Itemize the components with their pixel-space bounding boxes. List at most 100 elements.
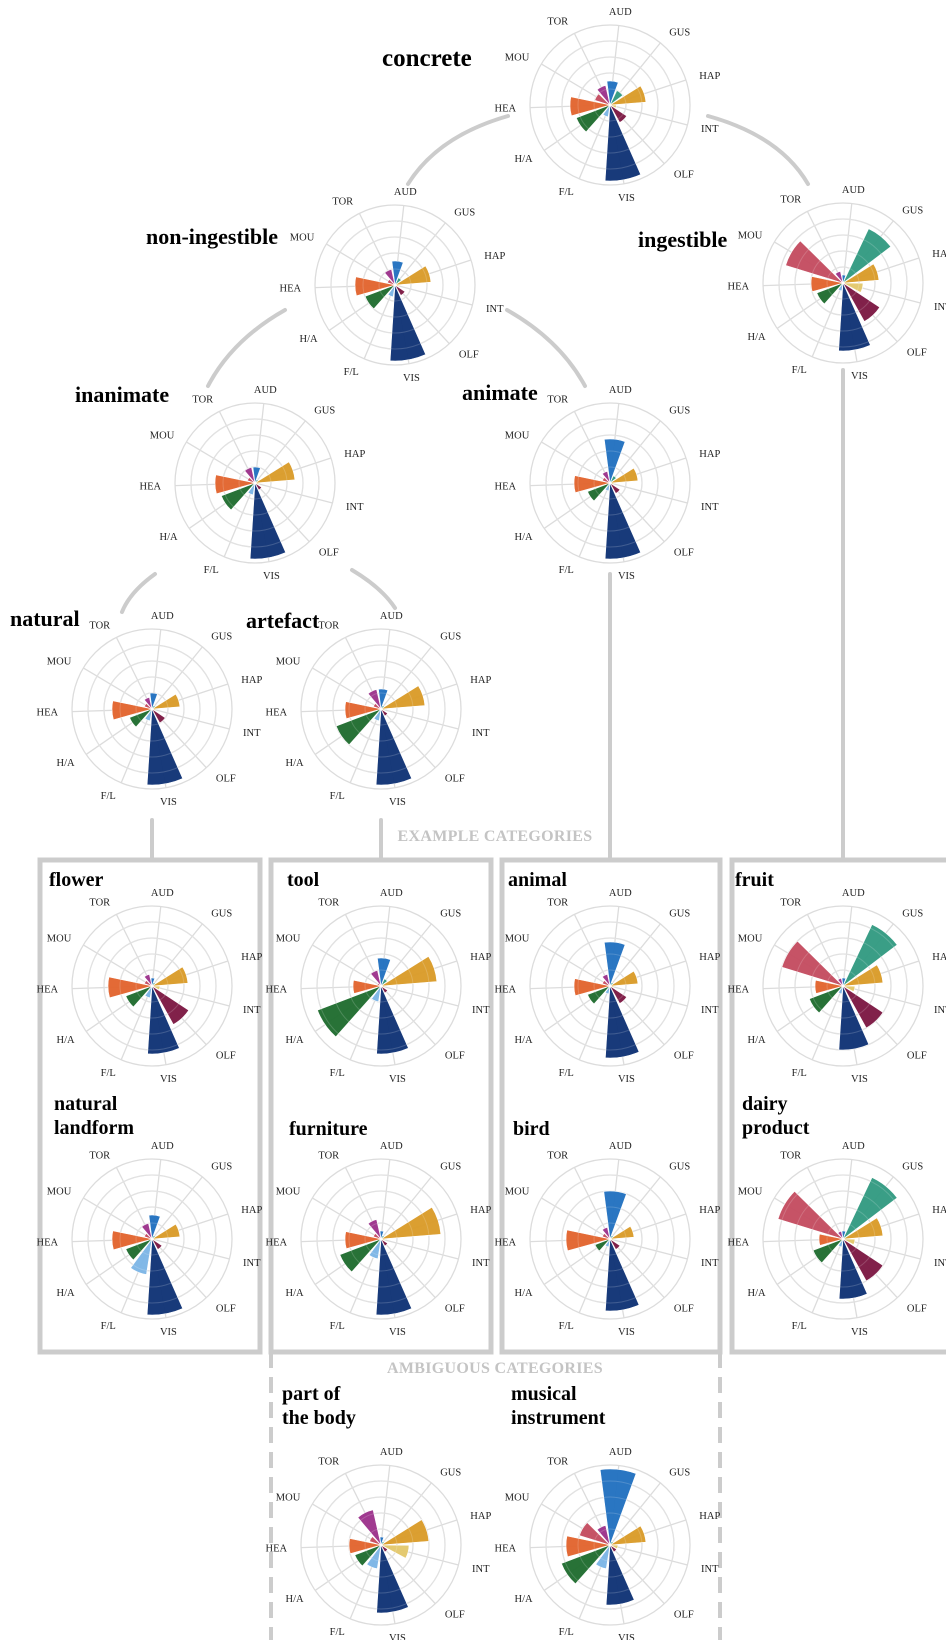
grid-spoke xyxy=(151,708,230,730)
axis-label-hap: HAP xyxy=(470,1511,491,1522)
tree-connectors xyxy=(120,114,845,862)
wedge-hap xyxy=(151,966,189,987)
axis-label-int: INT xyxy=(243,1005,261,1016)
chart-title-ingestible: ingestible xyxy=(638,227,727,252)
grid-ring-overlay xyxy=(794,1190,892,1288)
grid-ring-overlay xyxy=(135,1222,169,1256)
grid-spoke xyxy=(609,482,665,543)
wedge-f-l xyxy=(604,985,611,995)
wedge-hap xyxy=(380,685,426,710)
wedge-hap xyxy=(609,970,639,987)
grid-ring-overlay xyxy=(135,969,169,1003)
wedge-hea xyxy=(352,979,382,994)
wedge-h-a xyxy=(812,1238,844,1264)
chart-title-line: part of xyxy=(282,1383,341,1405)
wedge-mou xyxy=(579,1522,611,1546)
grid-ring-overlay xyxy=(330,220,460,350)
chart-title-inanimate: inanimate xyxy=(75,382,169,407)
grid-spoke xyxy=(363,284,396,360)
axis-label-f-l: F/L xyxy=(330,1321,345,1332)
grid-spoke xyxy=(311,1503,382,1546)
grid-spoke xyxy=(380,1159,391,1240)
axis-label-int: INT xyxy=(472,1564,490,1575)
wedge-f-l xyxy=(604,482,611,492)
grid-spoke xyxy=(578,482,611,558)
axis-label-int: INT xyxy=(701,1005,719,1016)
wedge-h-a xyxy=(339,1238,382,1273)
wedge-aud xyxy=(391,260,404,286)
wedge-aud xyxy=(149,692,158,710)
wedge-gus xyxy=(842,924,898,987)
grid-spoke xyxy=(609,923,661,987)
axis-label-tor: TOR xyxy=(547,1150,568,1161)
axis-label-tor: TOR xyxy=(89,897,110,908)
wedge-olf xyxy=(842,282,881,322)
wedge-hea xyxy=(573,978,611,997)
axis-label-vis: VIS xyxy=(263,571,280,582)
ambiguous-categories-heading: AMBIGUOUS CATEGORIES xyxy=(387,1360,603,1377)
wedge-gus xyxy=(609,475,617,484)
axis-label-tor: TOR xyxy=(192,394,213,405)
grid-ring-overlay xyxy=(561,1496,659,1594)
chart-part-of-the-body: AUD GUS HAP INT OLF VIS F/L H/A HEA MOU TOR part of… xyxy=(266,1383,492,1640)
wedge-olf xyxy=(842,1238,884,1282)
grid-ring xyxy=(529,402,691,564)
chart-title-animal: animal xyxy=(508,869,567,891)
wedge-vis xyxy=(838,282,871,352)
chart-title-part-of-the-body: part of the body xyxy=(282,1383,356,1429)
chart-title-concrete: concrete xyxy=(382,45,472,72)
chart-ingestible: AUD GUS HAP INT OLF VIS F/L H/A HEA MOU TOR ingesti… xyxy=(638,185,946,382)
wedge-h-a xyxy=(594,1238,611,1252)
grid-ring-overlay xyxy=(190,418,320,548)
grid-spoke xyxy=(811,985,844,1061)
axis-label-aud: AUD xyxy=(609,7,632,18)
grid-spoke xyxy=(609,420,661,484)
wedge-f-l xyxy=(373,708,382,722)
wedge-olf xyxy=(609,985,628,1004)
axis-label-hea: HEA xyxy=(728,282,750,293)
axis-label-gus: GUS xyxy=(902,1162,923,1173)
axis-label-int: INT xyxy=(243,1258,261,1269)
wedge-olf xyxy=(380,708,389,717)
chart-title-line: musical xyxy=(511,1383,577,1405)
axis-label-mou: MOU xyxy=(276,1492,301,1503)
grid-ring-overlay xyxy=(561,56,659,154)
axis-label-f-l: F/L xyxy=(330,1627,345,1638)
axis-label-tor: TOR xyxy=(332,196,353,207)
wedge-f-l xyxy=(144,708,153,722)
polar-charts: AUD GUS HAP INT OLF VIS F/L H/A HEA MOU TOR concret… xyxy=(10,7,946,1640)
axis-label-f-l: F/L xyxy=(792,1068,807,1079)
axis-label-h-a: H/A xyxy=(515,1035,534,1046)
grid-spoke xyxy=(609,1238,665,1299)
axis-label-hea: HEA xyxy=(140,482,162,493)
wedge-vis xyxy=(605,1238,640,1312)
wedge-hap xyxy=(151,693,181,710)
grid-spoke xyxy=(394,284,450,345)
grid-ring-overlay xyxy=(87,1174,217,1304)
grid-ring xyxy=(314,204,476,366)
grid-ring-overlay xyxy=(119,1206,185,1272)
axis-label-gus: GUS xyxy=(669,909,690,920)
axis-label-hea: HEA xyxy=(728,1238,750,1249)
wedge-h-a xyxy=(808,985,844,1014)
grid-ring-overlay xyxy=(206,434,304,532)
axis-label-h-a: H/A xyxy=(286,758,305,769)
frame-animate xyxy=(499,857,723,1355)
axis-label-f-l: F/L xyxy=(559,1321,574,1332)
grid-ring-overlay xyxy=(316,1480,446,1610)
axis-label-h-a: H/A xyxy=(515,1594,534,1605)
axis-label-int: INT xyxy=(701,502,719,513)
axis-label-olf: OLF xyxy=(674,548,694,559)
axis-label-h-a: H/A xyxy=(515,532,534,543)
axis-label-hap: HAP xyxy=(932,952,946,963)
axis-label-hap: HAP xyxy=(932,1205,946,1216)
grid-ring-overlay xyxy=(545,1174,675,1304)
grid-spoke xyxy=(151,923,203,987)
grid-ring xyxy=(529,905,691,1067)
grid-ring xyxy=(762,905,924,1067)
axis-label-hap: HAP xyxy=(699,71,720,82)
grid-ring-overlay xyxy=(364,692,398,726)
axis-label-int: INT xyxy=(934,302,946,313)
axis-label-olf: OLF xyxy=(445,774,465,785)
